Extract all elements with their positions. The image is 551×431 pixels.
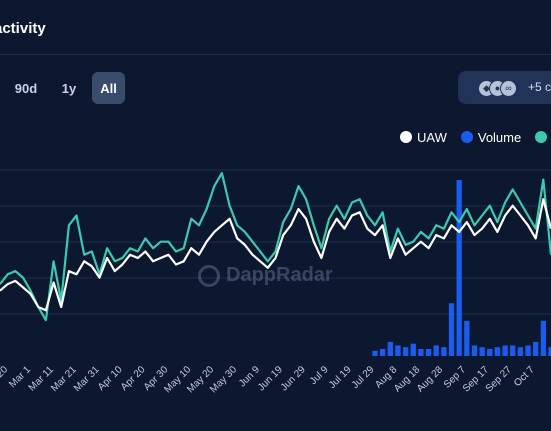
x-tick-label: Mar 31 <box>72 364 102 394</box>
chart-legend: UAW Volume T <box>400 129 551 145</box>
legend-dot-volume <box>460 131 473 143</box>
volume-bar[interactable] <box>494 347 501 356</box>
chain-selector[interactable]: ◆ ● ∞ +5 c <box>458 71 551 104</box>
volume-bar[interactable] <box>395 345 401 356</box>
volume-bar[interactable] <box>525 345 531 356</box>
page-title: activity <box>0 20 46 37</box>
volume-bar[interactable] <box>448 303 455 356</box>
dappradar-watermark: DappRadar <box>198 264 333 287</box>
volume-bar[interactable] <box>441 347 447 356</box>
volume-bar[interactable] <box>372 350 378 356</box>
header-divider <box>0 54 551 55</box>
volume-bar[interactable] <box>433 345 439 356</box>
volume-bar[interactable] <box>533 341 539 356</box>
chain-icon-3: ∞ <box>500 80 517 97</box>
chain-more-label: +5 c <box>528 80 551 94</box>
volume-bar[interactable] <box>418 348 424 356</box>
x-tick-label: 20 <box>0 364 10 380</box>
volume-bar[interactable] <box>517 347 524 356</box>
legend-item-transactions[interactable]: T <box>535 130 551 145</box>
x-tick-label: Jul 19 <box>327 364 354 391</box>
legend-item-uaw[interactable]: UAW <box>400 130 447 145</box>
x-tick-label: Sep 27 <box>484 364 514 394</box>
volume-bar[interactable] <box>479 347 485 356</box>
range-90d-button[interactable]: 90d <box>14 80 38 96</box>
legend-label-uaw: UAW <box>417 129 447 145</box>
volume-bars <box>372 180 551 356</box>
x-tick-label: May 30 <box>208 364 239 395</box>
transactions-line[interactable] <box>0 172 551 322</box>
range-1y-button[interactable]: 1y <box>61 80 77 96</box>
chain-icons: ◆ ● ∞ <box>478 80 518 97</box>
volume-bar[interactable] <box>487 348 493 356</box>
x-tick-label: Aug 28 <box>415 364 445 394</box>
watermark-text: DappRadar <box>226 264 333 286</box>
legend-dot-transactions <box>535 131 548 143</box>
legend-dot-uaw <box>400 131 412 143</box>
volume-bar[interactable] <box>548 347 551 356</box>
legend-label-volume: Volume <box>477 129 522 145</box>
legend-item-volume[interactable]: Volume <box>460 129 522 145</box>
volume-bar[interactable] <box>387 341 393 356</box>
volume-bar[interactable] <box>425 348 432 356</box>
volume-bar[interactable] <box>402 347 409 356</box>
x-tick-label: Oct 7 <box>512 364 537 389</box>
dappradar-logo-icon <box>198 264 220 287</box>
uaw-line[interactable] <box>0 198 551 312</box>
volume-bar[interactable] <box>510 345 516 356</box>
x-tick-label: Apr 20 <box>119 364 148 393</box>
range-all-button[interactable]: All <box>92 72 125 104</box>
volume-bar[interactable] <box>464 320 470 356</box>
x-tick-label: Jun 29 <box>279 364 308 393</box>
volume-bar[interactable] <box>471 345 478 356</box>
chart-lines <box>0 172 551 322</box>
x-tick-label: Apr 10 <box>96 364 125 393</box>
volume-bar[interactable] <box>379 348 386 356</box>
volume-bar[interactable] <box>410 343 416 356</box>
volume-bar[interactable] <box>540 320 546 356</box>
volume-bar[interactable] <box>502 345 508 356</box>
volume-bar[interactable] <box>456 180 462 356</box>
x-tick-label: Jul 29 <box>350 364 377 391</box>
